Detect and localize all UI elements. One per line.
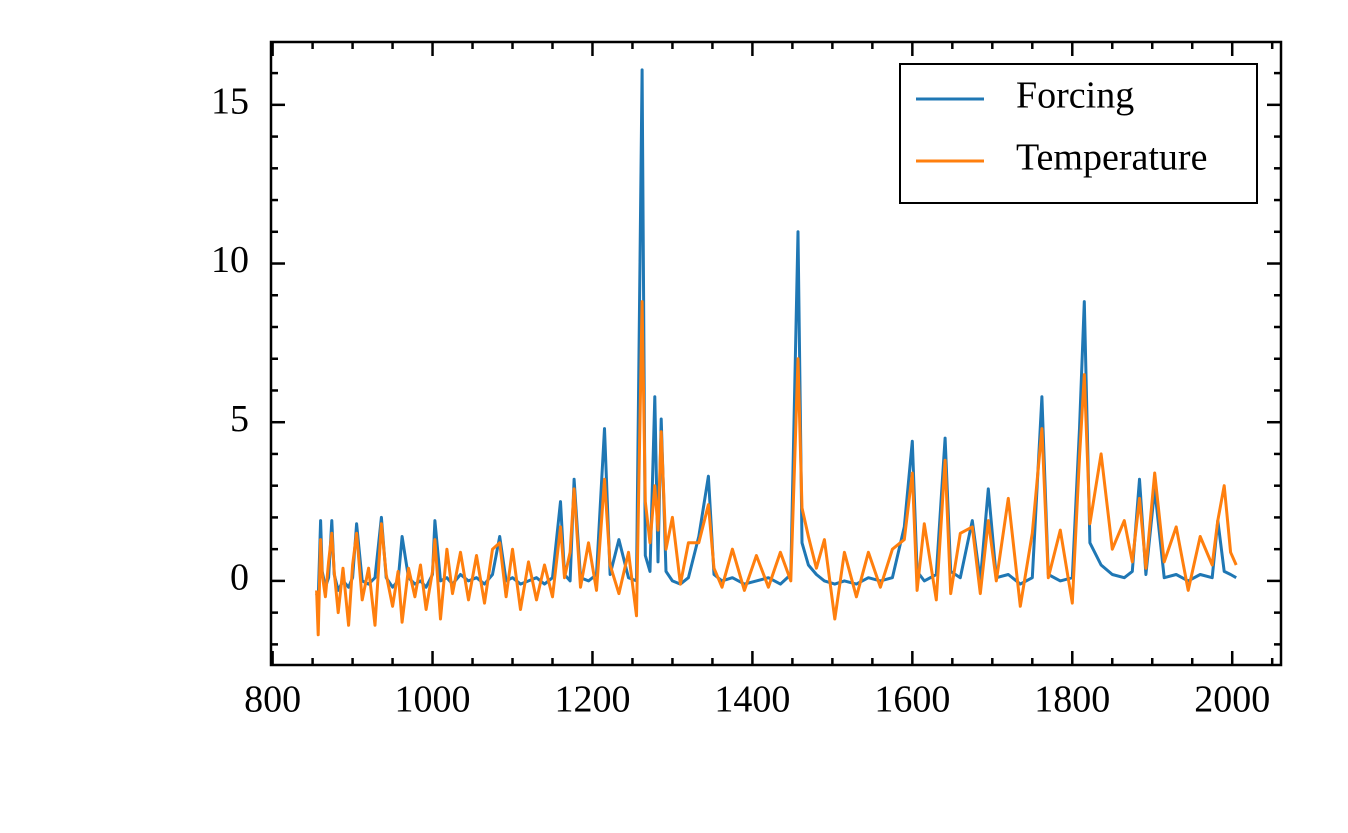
x-tick-label: 1600 [874, 679, 950, 721]
x-tick-label: 2000 [1194, 679, 1270, 721]
axes-frame [269, 40, 1283, 667]
x-tick-label: 1000 [395, 679, 471, 721]
x-tick-label: 1400 [714, 679, 790, 721]
legend-label: Forcing [1016, 75, 1134, 117]
legend-box [899, 63, 1258, 204]
x-tick-label: 1200 [554, 679, 630, 721]
line-series [315, 300, 1238, 637]
y-tick-label: 10 [211, 239, 249, 281]
line-series [315, 68, 1237, 602]
y-tick-label: 5 [230, 398, 249, 440]
legend-label: Temperature [1016, 137, 1207, 179]
x-tick-label: 1800 [1034, 679, 1110, 721]
y-tick-label: 0 [230, 557, 249, 599]
x-tick-label: 800 [244, 679, 301, 721]
y-tick-label: 15 [211, 81, 249, 123]
